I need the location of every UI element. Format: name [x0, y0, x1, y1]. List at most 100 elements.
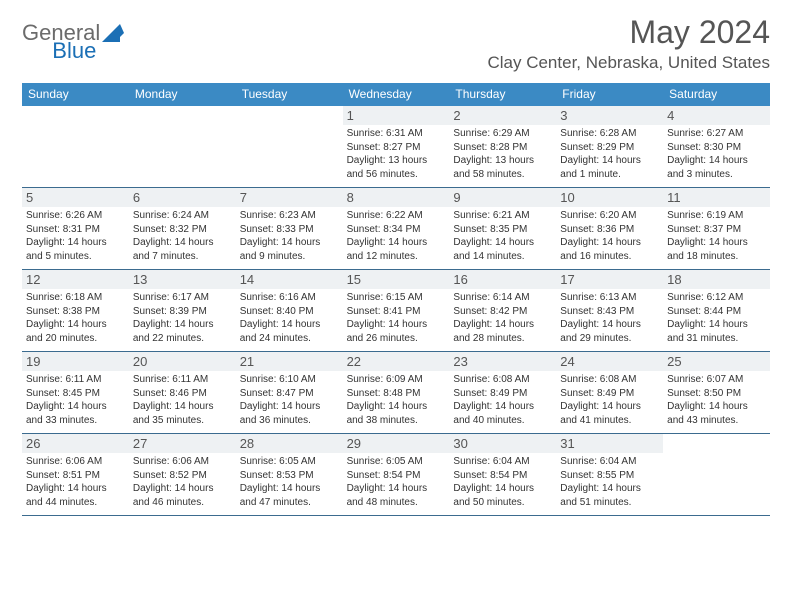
- day-cell: 15Sunrise: 6:15 AMSunset: 8:41 PMDayligh…: [343, 270, 450, 351]
- day-cell: 25Sunrise: 6:07 AMSunset: 8:50 PMDayligh…: [663, 352, 770, 433]
- daylight-text: Daylight: 14 hours: [560, 400, 659, 414]
- daylight-text: Daylight: 14 hours: [133, 400, 232, 414]
- day-number: 12: [22, 270, 129, 289]
- sunrise-text: Sunrise: 6:15 AM: [347, 291, 446, 305]
- day-number: 28: [236, 434, 343, 453]
- sunset-text: Sunset: 8:49 PM: [560, 387, 659, 401]
- day-cell: 27Sunrise: 6:06 AMSunset: 8:52 PMDayligh…: [129, 434, 236, 515]
- sunrise-text: Sunrise: 6:06 AM: [26, 455, 125, 469]
- daylight-text: Daylight: 14 hours: [347, 400, 446, 414]
- day-cell: 19Sunrise: 6:11 AMSunset: 8:45 PMDayligh…: [22, 352, 129, 433]
- sunrise-text: Sunrise: 6:27 AM: [667, 127, 766, 141]
- sunset-text: Sunset: 8:40 PM: [240, 305, 339, 319]
- sunset-text: Sunset: 8:31 PM: [26, 223, 125, 237]
- daylight-text: and 29 minutes.: [560, 332, 659, 346]
- daylight-text: Daylight: 14 hours: [560, 154, 659, 168]
- day-cell: 30Sunrise: 6:04 AMSunset: 8:54 PMDayligh…: [449, 434, 556, 515]
- daylight-text: and 26 minutes.: [347, 332, 446, 346]
- daylight-text: Daylight: 14 hours: [560, 318, 659, 332]
- daylight-text: and 14 minutes.: [453, 250, 552, 264]
- sunset-text: Sunset: 8:50 PM: [667, 387, 766, 401]
- week-row: 5Sunrise: 6:26 AMSunset: 8:31 PMDaylight…: [22, 188, 770, 270]
- day-number: 14: [236, 270, 343, 289]
- sunrise-text: Sunrise: 6:04 AM: [560, 455, 659, 469]
- sunset-text: Sunset: 8:42 PM: [453, 305, 552, 319]
- day-cell: [663, 434, 770, 515]
- sunset-text: Sunset: 8:45 PM: [26, 387, 125, 401]
- sunrise-text: Sunrise: 6:11 AM: [133, 373, 232, 387]
- day-cell: 7Sunrise: 6:23 AMSunset: 8:33 PMDaylight…: [236, 188, 343, 269]
- day-number: 1: [343, 106, 450, 125]
- sunrise-text: Sunrise: 6:08 AM: [453, 373, 552, 387]
- day-cell: 13Sunrise: 6:17 AMSunset: 8:39 PMDayligh…: [129, 270, 236, 351]
- daylight-text: Daylight: 14 hours: [560, 482, 659, 496]
- daylight-text: Daylight: 14 hours: [560, 236, 659, 250]
- daylight-text: and 44 minutes.: [26, 496, 125, 510]
- title-block: May 2024 Clay Center, Nebraska, United S…: [487, 14, 770, 73]
- sunset-text: Sunset: 8:54 PM: [347, 469, 446, 483]
- daylight-text: Daylight: 14 hours: [453, 236, 552, 250]
- daylight-text: and 41 minutes.: [560, 414, 659, 428]
- day-cell: 20Sunrise: 6:11 AMSunset: 8:46 PMDayligh…: [129, 352, 236, 433]
- daylight-text: Daylight: 14 hours: [133, 236, 232, 250]
- daylight-text: Daylight: 14 hours: [26, 400, 125, 414]
- week-row: 26Sunrise: 6:06 AMSunset: 8:51 PMDayligh…: [22, 434, 770, 516]
- weekday-label: Sunday: [22, 83, 129, 106]
- weekday-label: Friday: [556, 83, 663, 106]
- day-number: 21: [236, 352, 343, 371]
- day-cell: 2Sunrise: 6:29 AMSunset: 8:28 PMDaylight…: [449, 106, 556, 187]
- daylight-text: and 1 minute.: [560, 168, 659, 182]
- day-cell: 16Sunrise: 6:14 AMSunset: 8:42 PMDayligh…: [449, 270, 556, 351]
- day-number: 29: [343, 434, 450, 453]
- sunrise-text: Sunrise: 6:12 AM: [667, 291, 766, 305]
- sunrise-text: Sunrise: 6:23 AM: [240, 209, 339, 223]
- daylight-text: Daylight: 14 hours: [453, 318, 552, 332]
- topbar: General Blue May 2024 Clay Center, Nebra…: [22, 14, 770, 73]
- daylight-text: Daylight: 14 hours: [26, 318, 125, 332]
- daylight-text: and 12 minutes.: [347, 250, 446, 264]
- daylight-text: and 28 minutes.: [453, 332, 552, 346]
- daylight-text: and 16 minutes.: [560, 250, 659, 264]
- sunrise-text: Sunrise: 6:16 AM: [240, 291, 339, 305]
- day-number: 2: [449, 106, 556, 125]
- sunset-text: Sunset: 8:41 PM: [347, 305, 446, 319]
- daylight-text: and 36 minutes.: [240, 414, 339, 428]
- logo-sail-icon: [102, 24, 124, 42]
- day-number: 17: [556, 270, 663, 289]
- day-number: 26: [22, 434, 129, 453]
- day-number: 27: [129, 434, 236, 453]
- day-number: 10: [556, 188, 663, 207]
- location: Clay Center, Nebraska, United States: [487, 53, 770, 73]
- daylight-text: Daylight: 14 hours: [133, 318, 232, 332]
- weekday-label: Thursday: [449, 83, 556, 106]
- daylight-text: and 9 minutes.: [240, 250, 339, 264]
- sunset-text: Sunset: 8:55 PM: [560, 469, 659, 483]
- day-number: 9: [449, 188, 556, 207]
- sunrise-text: Sunrise: 6:19 AM: [667, 209, 766, 223]
- day-cell: 9Sunrise: 6:21 AMSunset: 8:35 PMDaylight…: [449, 188, 556, 269]
- daylight-text: Daylight: 14 hours: [667, 236, 766, 250]
- sunset-text: Sunset: 8:36 PM: [560, 223, 659, 237]
- daylight-text: and 50 minutes.: [453, 496, 552, 510]
- daylight-text: Daylight: 14 hours: [453, 400, 552, 414]
- sunset-text: Sunset: 8:34 PM: [347, 223, 446, 237]
- day-cell: 4Sunrise: 6:27 AMSunset: 8:30 PMDaylight…: [663, 106, 770, 187]
- week-row: 19Sunrise: 6:11 AMSunset: 8:45 PMDayligh…: [22, 352, 770, 434]
- sunrise-text: Sunrise: 6:22 AM: [347, 209, 446, 223]
- sunset-text: Sunset: 8:43 PM: [560, 305, 659, 319]
- day-number: 22: [343, 352, 450, 371]
- day-number: 3: [556, 106, 663, 125]
- day-number: 5: [22, 188, 129, 207]
- month-title: May 2024: [487, 14, 770, 51]
- sunset-text: Sunset: 8:33 PM: [240, 223, 339, 237]
- sunset-text: Sunset: 8:54 PM: [453, 469, 552, 483]
- daylight-text: and 47 minutes.: [240, 496, 339, 510]
- daylight-text: and 40 minutes.: [453, 414, 552, 428]
- sunrise-text: Sunrise: 6:05 AM: [240, 455, 339, 469]
- daylight-text: Daylight: 14 hours: [26, 482, 125, 496]
- daylight-text: Daylight: 13 hours: [347, 154, 446, 168]
- daylight-text: and 58 minutes.: [453, 168, 552, 182]
- sunset-text: Sunset: 8:35 PM: [453, 223, 552, 237]
- daylight-text: and 35 minutes.: [133, 414, 232, 428]
- day-cell: 18Sunrise: 6:12 AMSunset: 8:44 PMDayligh…: [663, 270, 770, 351]
